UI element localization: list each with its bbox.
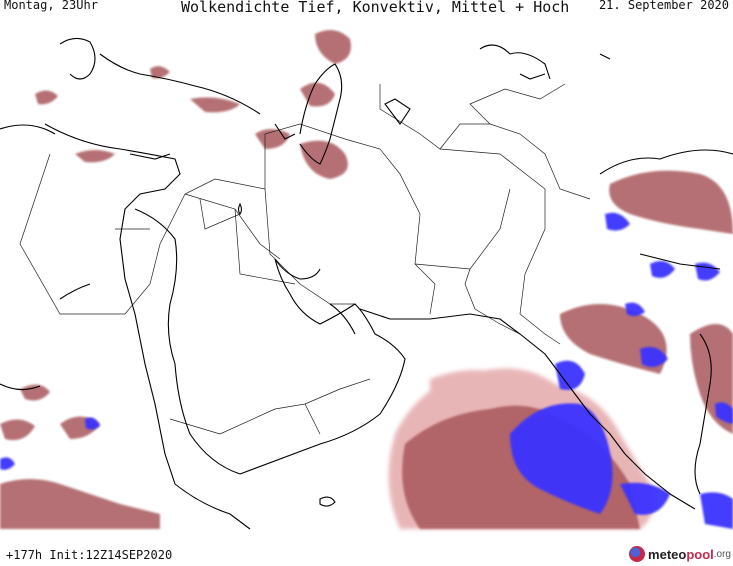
forecast-run-info: +177h Init:12Z14SEP2020	[6, 548, 173, 562]
coastlines	[0, 37, 733, 530]
country-borders	[19, 83, 591, 435]
meteopool-logo-icon	[629, 546, 646, 562]
map-title: Wolkendichte Tief, Konvektiv, Mittel + H…	[181, 0, 570, 16]
brand-suffix: .org	[713, 548, 731, 560]
brand-name-part1: meteo	[648, 546, 687, 562]
valid-date-label: 21. September 2020	[598, 0, 729, 12]
valid-time-label: Montag, 23Uhr	[4, 0, 98, 12]
brand-name-part2: pool	[686, 546, 714, 562]
meteopool-brand[interactable]: meteo pool .org	[629, 544, 731, 564]
cloud-cover-map	[0, 30, 733, 530]
